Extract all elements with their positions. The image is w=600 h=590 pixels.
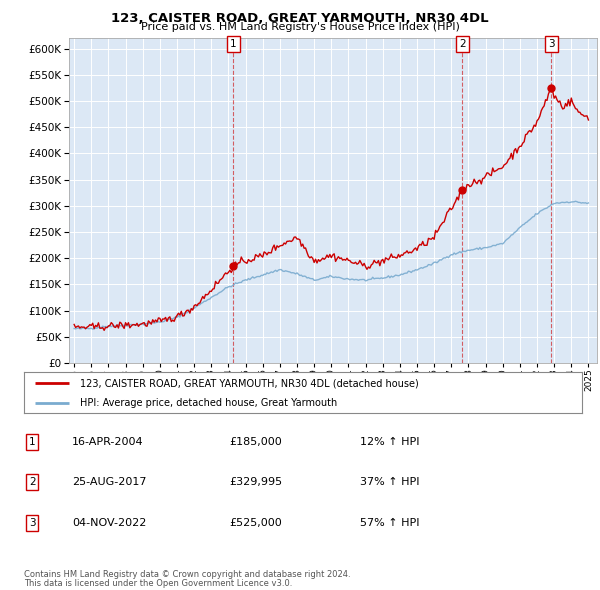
Text: 57% ↑ HPI: 57% ↑ HPI (360, 518, 419, 528)
Text: £525,000: £525,000 (229, 518, 281, 528)
Text: 2: 2 (459, 38, 466, 48)
Text: 3: 3 (29, 518, 35, 528)
Text: 3: 3 (548, 38, 555, 48)
Text: Contains HM Land Registry data © Crown copyright and database right 2024.: Contains HM Land Registry data © Crown c… (24, 571, 350, 579)
Text: 04-NOV-2022: 04-NOV-2022 (72, 518, 146, 528)
Text: This data is licensed under the Open Government Licence v3.0.: This data is licensed under the Open Gov… (24, 579, 292, 588)
Text: 123, CAISTER ROAD, GREAT YARMOUTH, NR30 4DL (detached house): 123, CAISTER ROAD, GREAT YARMOUTH, NR30 … (80, 378, 419, 388)
Text: £185,000: £185,000 (229, 437, 281, 447)
Text: 123, CAISTER ROAD, GREAT YARMOUTH, NR30 4DL: 123, CAISTER ROAD, GREAT YARMOUTH, NR30 … (111, 12, 489, 25)
Text: 1: 1 (29, 437, 35, 447)
Text: 1: 1 (230, 38, 237, 48)
Text: 2: 2 (29, 477, 35, 487)
Text: 25-AUG-2017: 25-AUG-2017 (72, 477, 146, 487)
Text: Price paid vs. HM Land Registry's House Price Index (HPI): Price paid vs. HM Land Registry's House … (140, 22, 460, 32)
Text: 12% ↑ HPI: 12% ↑ HPI (360, 437, 419, 447)
Text: 16-APR-2004: 16-APR-2004 (72, 437, 144, 447)
Text: HPI: Average price, detached house, Great Yarmouth: HPI: Average price, detached house, Grea… (80, 398, 337, 408)
Text: 37% ↑ HPI: 37% ↑ HPI (360, 477, 419, 487)
Text: £329,995: £329,995 (229, 477, 282, 487)
